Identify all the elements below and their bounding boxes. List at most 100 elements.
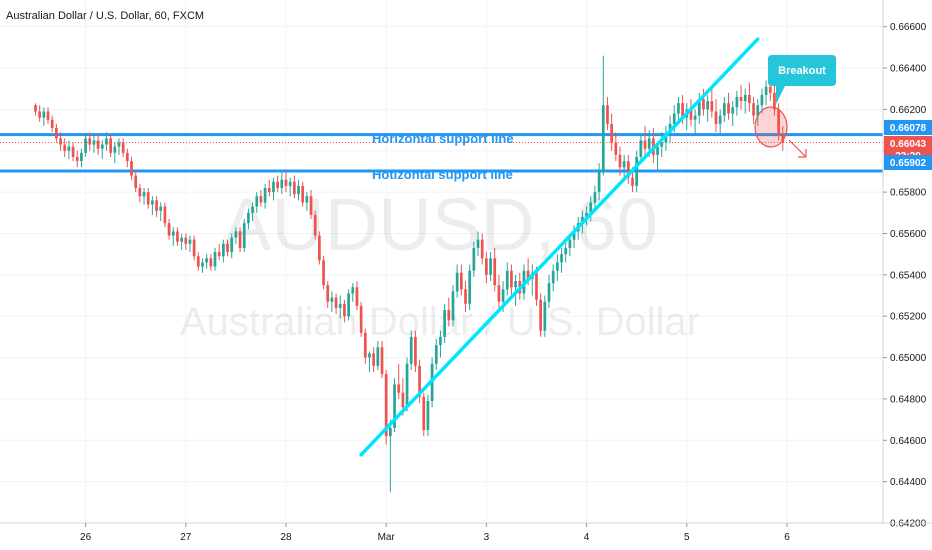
candle xyxy=(384,369,388,445)
candle xyxy=(100,140,104,160)
candle-body xyxy=(635,156,639,186)
candle-body xyxy=(263,187,267,203)
candle-body xyxy=(714,111,718,124)
candle-body xyxy=(96,140,100,149)
candle-body xyxy=(505,270,509,290)
candle-body xyxy=(710,101,714,112)
candle-body xyxy=(105,138,108,145)
candle xyxy=(88,132,92,151)
candle-body xyxy=(426,400,430,430)
candle xyxy=(226,239,229,257)
candle-body xyxy=(581,216,584,224)
price-axis[interactable]: 0.666000.664000.662000.660000.658000.656… xyxy=(882,0,927,530)
candle xyxy=(205,254,209,269)
candle xyxy=(84,134,87,157)
candle xyxy=(309,190,313,220)
candle xyxy=(543,295,547,337)
candle xyxy=(50,115,54,133)
candle-body xyxy=(67,146,71,151)
candle xyxy=(188,235,192,253)
candle-body xyxy=(109,138,112,153)
support-lines[interactable] xyxy=(0,133,883,173)
candle xyxy=(409,330,413,370)
candle-body xyxy=(267,187,271,193)
candle xyxy=(313,210,317,240)
candle-body xyxy=(180,237,183,242)
candle-body xyxy=(451,291,455,321)
candle xyxy=(242,219,246,253)
breakout-callout[interactable]: Breakout xyxy=(768,55,836,104)
candle xyxy=(664,125,668,151)
candle-body xyxy=(322,260,325,286)
candle-body xyxy=(171,231,175,236)
candle xyxy=(455,264,459,298)
support-label-lower[interactable]: Hotizontal support line xyxy=(372,167,513,182)
y-tick-label: 0.66600 xyxy=(890,22,927,33)
candle-body xyxy=(489,258,492,275)
candle-body xyxy=(146,192,150,205)
trend-lines[interactable] xyxy=(359,37,760,457)
current-price-value: 0.66043 xyxy=(890,139,927,150)
candle xyxy=(184,233,188,251)
breakout-circle-marker[interactable] xyxy=(754,106,788,148)
candle-body xyxy=(647,138,651,149)
candle xyxy=(238,227,242,253)
candle-body xyxy=(480,239,484,259)
candle-body xyxy=(768,86,772,93)
candle xyxy=(326,281,330,308)
upper-support-value: 0.66078 xyxy=(890,123,927,134)
candle xyxy=(414,330,417,373)
candle xyxy=(601,55,605,176)
candle-body xyxy=(718,115,722,124)
candle-body xyxy=(71,146,75,157)
candle xyxy=(635,150,639,193)
candle-body xyxy=(84,138,87,153)
candle-body xyxy=(130,161,133,176)
candle xyxy=(368,351,371,373)
candle xyxy=(46,107,50,124)
time-axis[interactable]: 26 27 28 Mar 3 4 5 6 xyxy=(0,522,932,543)
candles xyxy=(34,55,785,492)
candle xyxy=(192,235,196,261)
symbol-title[interactable]: Australian Dollar / U.S. Dollar, 60, FXC… xyxy=(6,10,205,22)
candle-body xyxy=(338,303,342,308)
y-tick-label: 0.65400 xyxy=(890,270,927,281)
candle-body xyxy=(472,247,476,271)
candle-body xyxy=(134,175,138,188)
candle-body xyxy=(414,336,417,366)
candle xyxy=(280,171,284,195)
candle xyxy=(439,330,442,358)
candle xyxy=(163,202,167,228)
candle xyxy=(606,96,609,131)
y-tick-label: 0.65800 xyxy=(890,188,927,199)
x-tick-label: 3 xyxy=(484,532,490,543)
candle-body xyxy=(368,353,371,358)
y-tick-label: 0.64800 xyxy=(890,394,927,405)
candle-body xyxy=(292,181,296,195)
candle xyxy=(155,196,158,217)
down-arrow-icon[interactable] xyxy=(788,139,807,158)
candle-body xyxy=(238,231,242,248)
candle-body xyxy=(113,146,117,153)
candle-body xyxy=(439,336,442,346)
candle-body xyxy=(560,254,563,263)
candle-body xyxy=(63,144,67,151)
candle xyxy=(426,394,430,437)
candle-body xyxy=(226,243,229,253)
candle-body xyxy=(222,243,225,257)
candle-body xyxy=(697,99,701,116)
candle xyxy=(259,190,263,207)
candle-body xyxy=(347,293,350,317)
support-label-upper[interactable]: Horizontal support line xyxy=(372,131,514,146)
candle-body xyxy=(255,196,259,207)
candle xyxy=(476,231,480,257)
candle-body xyxy=(622,161,626,168)
candle-body xyxy=(631,177,634,186)
candle-body xyxy=(167,223,171,236)
candle xyxy=(59,132,62,151)
candle-body xyxy=(526,270,530,279)
ascending-trend-line[interactable] xyxy=(359,37,760,457)
candle-body xyxy=(384,374,388,437)
